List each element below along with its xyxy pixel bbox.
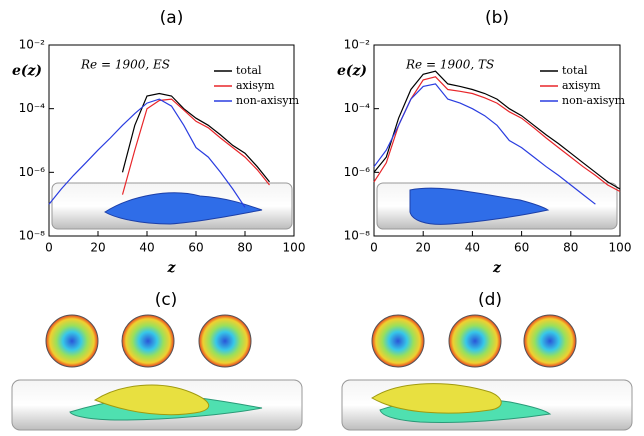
- y-tick-label: 10⁻⁶: [19, 165, 46, 179]
- legend-label: total: [236, 64, 262, 77]
- structure: [371, 383, 502, 414]
- x-tick-label: 40: [465, 241, 480, 255]
- x-tick-label: 60: [514, 241, 529, 255]
- y-tick-label: 10⁻⁴: [19, 101, 46, 115]
- cross-section: [198, 314, 252, 368]
- series-line: [373, 70, 621, 190]
- cross-section: [448, 314, 502, 368]
- x-tick-label: 60: [188, 241, 203, 255]
- y-tick-label: 10⁻⁶: [344, 165, 371, 179]
- x-tick-label: 40: [139, 241, 154, 255]
- cross-section: [523, 314, 577, 368]
- x-tick-label: 80: [237, 241, 252, 255]
- x-tick-label: 0: [45, 241, 53, 255]
- annotation: Re = 1900, TS: [405, 58, 494, 72]
- y-tick-label: 10⁻²: [19, 38, 46, 52]
- y-tick-label: 10⁻⁴: [344, 101, 371, 115]
- x-tick-label: 100: [283, 241, 306, 255]
- cross-section: [45, 314, 99, 368]
- y-tick-label: 10⁻⁸: [19, 229, 46, 243]
- legend-label: axisym: [562, 79, 601, 92]
- panel-label: (c): [155, 290, 178, 310]
- series-line: [121, 92, 270, 183]
- series-line: [48, 98, 246, 208]
- series-line: [373, 76, 621, 193]
- x-tick-label: 100: [609, 241, 632, 255]
- y-axis-label: e(z): [337, 63, 367, 79]
- plot-frame: [48, 44, 295, 237]
- cross-section: [371, 314, 425, 368]
- annotation: Re = 1900, ES: [80, 58, 170, 72]
- structure: [93, 384, 210, 416]
- y-axis-label: e(z): [12, 63, 42, 79]
- structure: [409, 187, 550, 225]
- panel-label: (d): [478, 290, 502, 310]
- x-tick-label: 20: [416, 241, 431, 255]
- chart-title: (b): [485, 8, 509, 28]
- x-tick-label: 80: [563, 241, 578, 255]
- legend-label: total: [562, 64, 588, 77]
- legend-label: non-axisym: [562, 94, 626, 107]
- series-line: [373, 83, 596, 205]
- illustrations: [11, 182, 633, 431]
- x-tick-label: 20: [90, 241, 105, 255]
- chart-title: (a): [160, 8, 184, 28]
- x-axis-label: z: [492, 260, 502, 276]
- x-axis-label: z: [167, 260, 177, 276]
- y-tick-label: 10⁻²: [344, 38, 371, 52]
- plot-frame: [373, 44, 621, 237]
- legend-label: non-axisym: [236, 94, 300, 107]
- cross-section: [121, 314, 175, 368]
- y-tick-label: 10⁻⁸: [344, 229, 371, 243]
- series-line: [121, 98, 270, 195]
- legend-label: axisym: [236, 79, 275, 92]
- x-tick-label: 0: [370, 241, 378, 255]
- structure: [104, 192, 263, 225]
